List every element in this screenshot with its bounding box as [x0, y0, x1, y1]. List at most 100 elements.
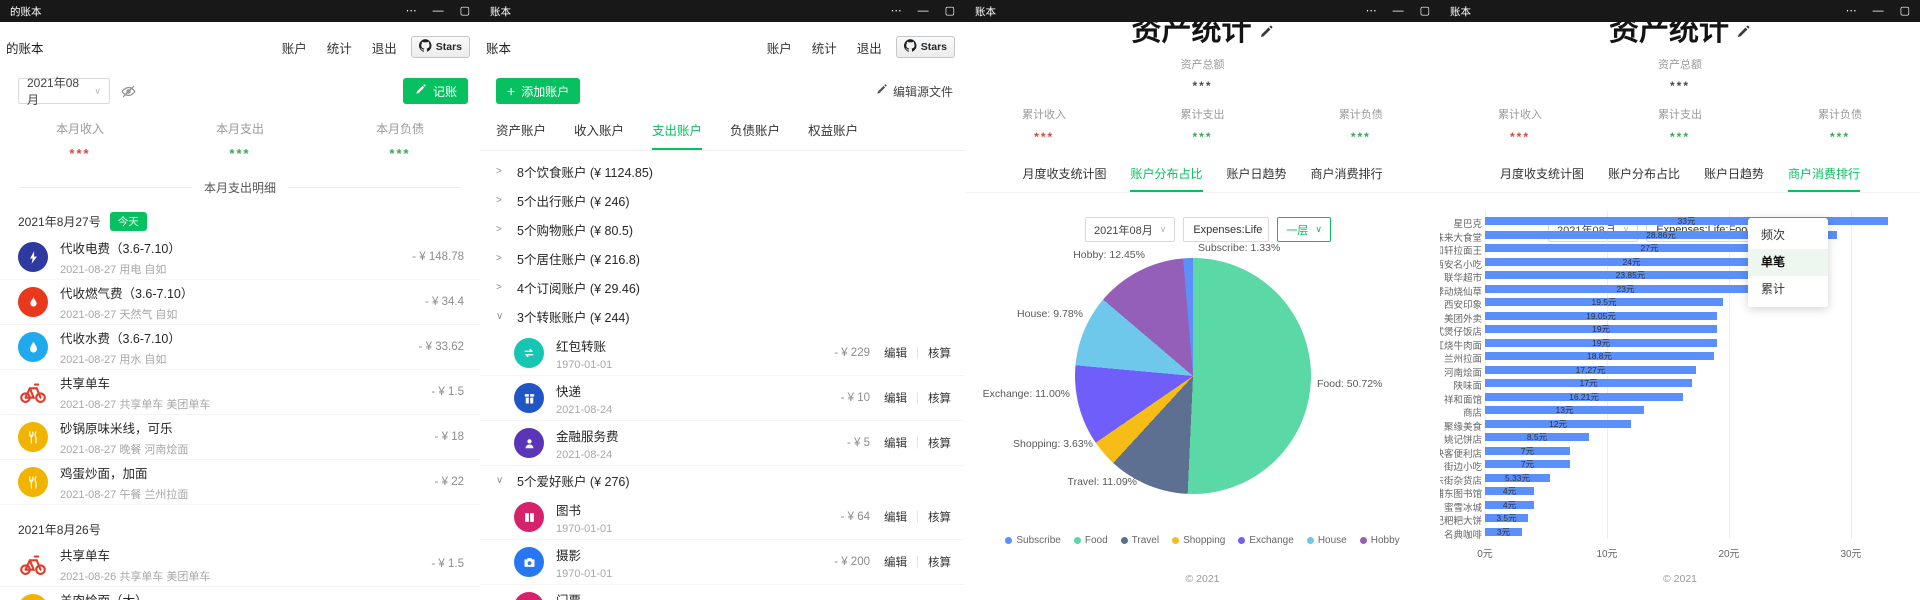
- month-select[interactable]: 2021年08月 ∨: [18, 76, 110, 107]
- window-maximize-icon[interactable]: ▢: [459, 5, 470, 17]
- window-minimize-icon[interactable]: —: [432, 5, 444, 17]
- window-more-icon[interactable]: ⋯: [890, 5, 902, 17]
- account-group-row[interactable]: ∨ 5个爱好账户 (¥ 276): [480, 466, 965, 495]
- bar[interactable]: [1485, 419, 1631, 428]
- transaction-row[interactable]: 共享单车 2021-08-26 共享单车 美团单车 - ¥ 1.5: [0, 542, 480, 587]
- legend-item[interactable]: Shopping: [1172, 535, 1225, 546]
- tab-支出账户[interactable]: 支出账户: [652, 120, 703, 150]
- audit-link[interactable]: 核算: [928, 512, 951, 524]
- window-more-icon[interactable]: ⋯: [1365, 5, 1377, 17]
- account-group-row[interactable]: >8个饮食账户 (¥ 1124.85): [480, 157, 965, 186]
- bar[interactable]: [1485, 244, 1814, 252]
- legend-item[interactable]: House: [1306, 535, 1347, 546]
- menu-item[interactable]: 退出: [371, 41, 397, 56]
- bar[interactable]: [1485, 446, 1570, 455]
- window-maximize-icon[interactable]: ▢: [1899, 5, 1910, 17]
- bar[interactable]: [1485, 325, 1717, 333]
- window-maximize-icon[interactable]: ▢: [944, 5, 955, 17]
- hide-amounts-toggle[interactable]: [120, 83, 137, 100]
- tab-账户分布占比[interactable]: 账户分布占比: [1130, 165, 1203, 192]
- legend-item[interactable]: Food: [1073, 535, 1108, 546]
- transaction-row[interactable]: 砂锅原味米线，可乐 2021-08-27 晚餐 河南烩面 - ¥ 18: [0, 415, 480, 460]
- edit-link[interactable]: 编辑: [884, 512, 907, 524]
- record-button[interactable]: 记账: [402, 78, 468, 104]
- bar[interactable]: [1485, 257, 1778, 266]
- menu-item[interactable]: 统计: [811, 41, 837, 56]
- window-maximize-icon[interactable]: ▢: [1419, 5, 1430, 17]
- tab-商户消费排行[interactable]: 商户消费排行: [1310, 167, 1383, 181]
- tab-收入账户[interactable]: 收入账户: [574, 124, 625, 138]
- bar[interactable]: [1485, 379, 1692, 387]
- tab-权益账户[interactable]: 权益账户: [808, 124, 859, 138]
- legend-item[interactable]: Travel: [1120, 535, 1159, 546]
- audit-link[interactable]: 核算: [928, 393, 951, 405]
- bar[interactable]: [1485, 527, 1522, 536]
- edit-icon[interactable]: [1729, 14, 1751, 47]
- tab-账户日趋势[interactable]: 账户日趋势: [1226, 167, 1287, 181]
- edit-link[interactable]: 编辑: [884, 557, 907, 569]
- edit-link[interactable]: 编辑: [884, 438, 907, 450]
- github-stars-button[interactable]: Stars: [895, 36, 955, 58]
- transaction-row[interactable]: 代收水费（3.6-7.10） 2021-08-27 用水 自如 - ¥ 33.62: [0, 325, 480, 370]
- edit-source-button[interactable]: 编辑源文件: [875, 83, 953, 100]
- account-group-row[interactable]: >5个居住账户 (¥ 216.8): [480, 244, 965, 273]
- account-group-row[interactable]: >5个出行账户 (¥ 246): [480, 186, 965, 215]
- bar[interactable]: [1485, 487, 1534, 495]
- bar[interactable]: [1485, 365, 1696, 374]
- bar[interactable]: [1485, 406, 1644, 414]
- audit-link[interactable]: 核算: [928, 438, 951, 450]
- dropdown-option[interactable]: 单笔: [1748, 249, 1828, 276]
- bar[interactable]: [1485, 298, 1723, 306]
- tab-月度收支统计图[interactable]: 月度收支统计图: [1499, 167, 1584, 181]
- tab-账户日趋势[interactable]: 账户日趋势: [1704, 167, 1765, 181]
- menu-item[interactable]: 统计: [326, 41, 352, 56]
- transaction-row[interactable]: 共享单车 2021-08-27 共享单车 美团单车 - ¥ 1.5: [0, 370, 480, 415]
- legend-item[interactable]: Exchange: [1238, 535, 1294, 546]
- window-minimize-icon[interactable]: —: [1392, 5, 1404, 17]
- account-filter-input[interactable]: Expenses:Life: [1183, 217, 1270, 242]
- dropdown-option[interactable]: 累计: [1761, 282, 1786, 296]
- github-stars-button[interactable]: Stars: [410, 36, 470, 58]
- tab-负债账户[interactable]: 负债账户: [730, 124, 781, 138]
- pie-chart[interactable]: [1075, 258, 1311, 494]
- audit-link[interactable]: 核算: [928, 348, 951, 360]
- bar[interactable]: [1485, 230, 1837, 239]
- account-group-row[interactable]: ∨ 3个转账账户 (¥ 244): [480, 302, 965, 331]
- bar[interactable]: [1485, 311, 1717, 320]
- level-select[interactable]: 一层 ∨: [1277, 217, 1331, 242]
- menu-item[interactable]: 账户: [766, 41, 792, 56]
- edit-link[interactable]: 编辑: [884, 393, 907, 405]
- tab-资产账户[interactable]: 资产账户: [496, 124, 547, 138]
- bar[interactable]: [1485, 271, 1776, 279]
- window-more-icon[interactable]: ⋯: [1845, 5, 1857, 17]
- bar[interactable]: [1485, 460, 1570, 468]
- bar[interactable]: [1485, 514, 1528, 522]
- transaction-row[interactable]: 羊肉烩面（大）2021-08-26 晚餐 河南烩面- ¥ 16: [0, 587, 480, 600]
- bar[interactable]: [1485, 500, 1534, 509]
- legend-item[interactable]: Subscribe: [1005, 535, 1061, 546]
- transaction-row[interactable]: 鸡蛋炒面，加面 2021-08-27 午餐 兰州拉面 - ¥ 22: [0, 460, 480, 505]
- month-select[interactable]: 2021年08月∨: [1085, 217, 1176, 242]
- bar[interactable]: [1485, 392, 1683, 401]
- audit-link[interactable]: 核算: [928, 557, 951, 569]
- edit-icon[interactable]: [1252, 14, 1274, 47]
- transaction-row[interactable]: 代收燃气费（3.6-7.10） 2021-08-27 天然气 自如 - ¥ 34.4: [0, 280, 480, 325]
- edit-link[interactable]: 编辑: [884, 348, 907, 360]
- dropdown-option[interactable]: 频次: [1761, 228, 1786, 242]
- bar[interactable]: [1485, 338, 1717, 347]
- tab-商户消费排行[interactable]: 商户消费排行: [1788, 165, 1861, 192]
- bar[interactable]: [1485, 217, 1888, 225]
- tab-账户分布占比[interactable]: 账户分布占比: [1607, 167, 1680, 181]
- bar[interactable]: [1485, 284, 1766, 293]
- menu-item[interactable]: 退出: [856, 41, 882, 56]
- menu-item[interactable]: 账户: [281, 41, 307, 56]
- window-minimize-icon[interactable]: —: [1872, 5, 1884, 17]
- account-group-row[interactable]: >5个购物账户 (¥ 80.5): [480, 215, 965, 244]
- legend-item[interactable]: Hobby: [1359, 535, 1400, 546]
- tab-月度收支统计图[interactable]: 月度收支统计图: [1022, 167, 1107, 181]
- window-more-icon[interactable]: ⋯: [405, 5, 417, 17]
- bar[interactable]: [1485, 473, 1550, 482]
- window-minimize-icon[interactable]: —: [917, 5, 929, 17]
- bar[interactable]: [1485, 352, 1714, 360]
- add-account-button[interactable]: + 添加账户: [496, 78, 581, 104]
